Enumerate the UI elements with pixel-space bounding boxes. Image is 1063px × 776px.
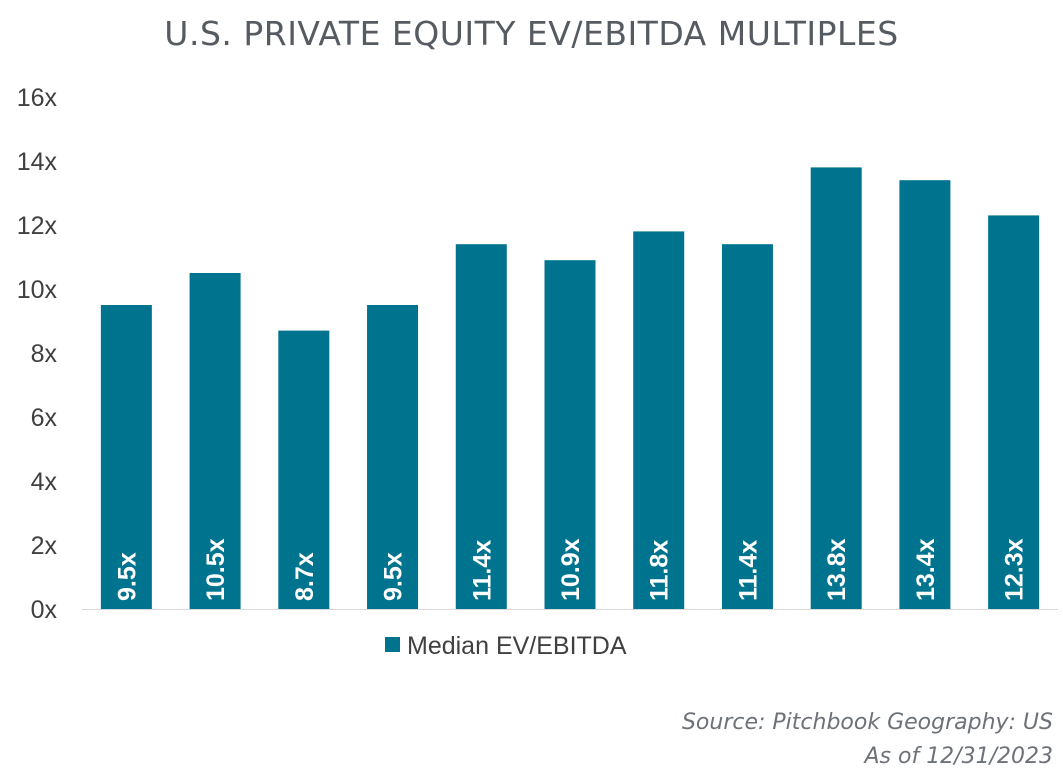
as-of-date: As of 12/31/2023 [864, 744, 1053, 769]
bar [633, 231, 685, 609]
bar-value-label: 8.7x [291, 552, 319, 601]
bar-value-label: 12.3x [1001, 538, 1029, 601]
bar [455, 244, 507, 609]
y-tick-label: 10x [17, 276, 58, 304]
bar-value-label: 13.4x [912, 538, 940, 601]
source-line: Source: Pitchbook Geography: US [681, 710, 1053, 735]
y-tick-label: 4x [31, 468, 58, 496]
bar-value-label: 11.8x [646, 540, 674, 601]
bar [189, 273, 241, 609]
y-tick-label: 2x [31, 532, 58, 560]
bar [899, 180, 951, 609]
bar [278, 330, 330, 609]
bar-chart: 0x 2x 4x 6x 8x 10x 12x 14x 16x 9.5x 10.5x 8.7x 9.5x 1… [17, 84, 1058, 660]
bar-value-label: 11.4x [734, 540, 762, 601]
y-tick-label: 6x [31, 404, 58, 432]
bar [721, 244, 773, 609]
bar-value-label: 10.9x [557, 538, 585, 601]
bar-value-label: 11.4x [468, 540, 496, 601]
bar-value-label: 9.5x [113, 552, 141, 601]
bar-value-label: 10.5x [202, 538, 230, 601]
y-tick-label: 16x [17, 84, 58, 112]
bar [988, 215, 1040, 609]
legend-label: Median EV/EBITDA [407, 632, 627, 660]
y-tick-label: 14x [17, 148, 58, 176]
bar [367, 305, 419, 609]
y-tick-label: 12x [17, 212, 58, 240]
y-tick-label: 0x [31, 596, 58, 624]
source-note: Source: Pitchbook Geography: US As of 12… [682, 706, 1053, 774]
bar-value-label: 9.5x [380, 552, 408, 601]
y-tick-label: 8x [31, 340, 58, 368]
bar [544, 260, 596, 609]
legend-swatch [385, 637, 400, 652]
bar [810, 167, 862, 609]
bar-value-label: 13.8x [823, 538, 851, 601]
chart-title: U.S. PRIVATE EQUITY EV/EBITDA MULTIPLES [164, 14, 899, 53]
bar [100, 305, 152, 609]
